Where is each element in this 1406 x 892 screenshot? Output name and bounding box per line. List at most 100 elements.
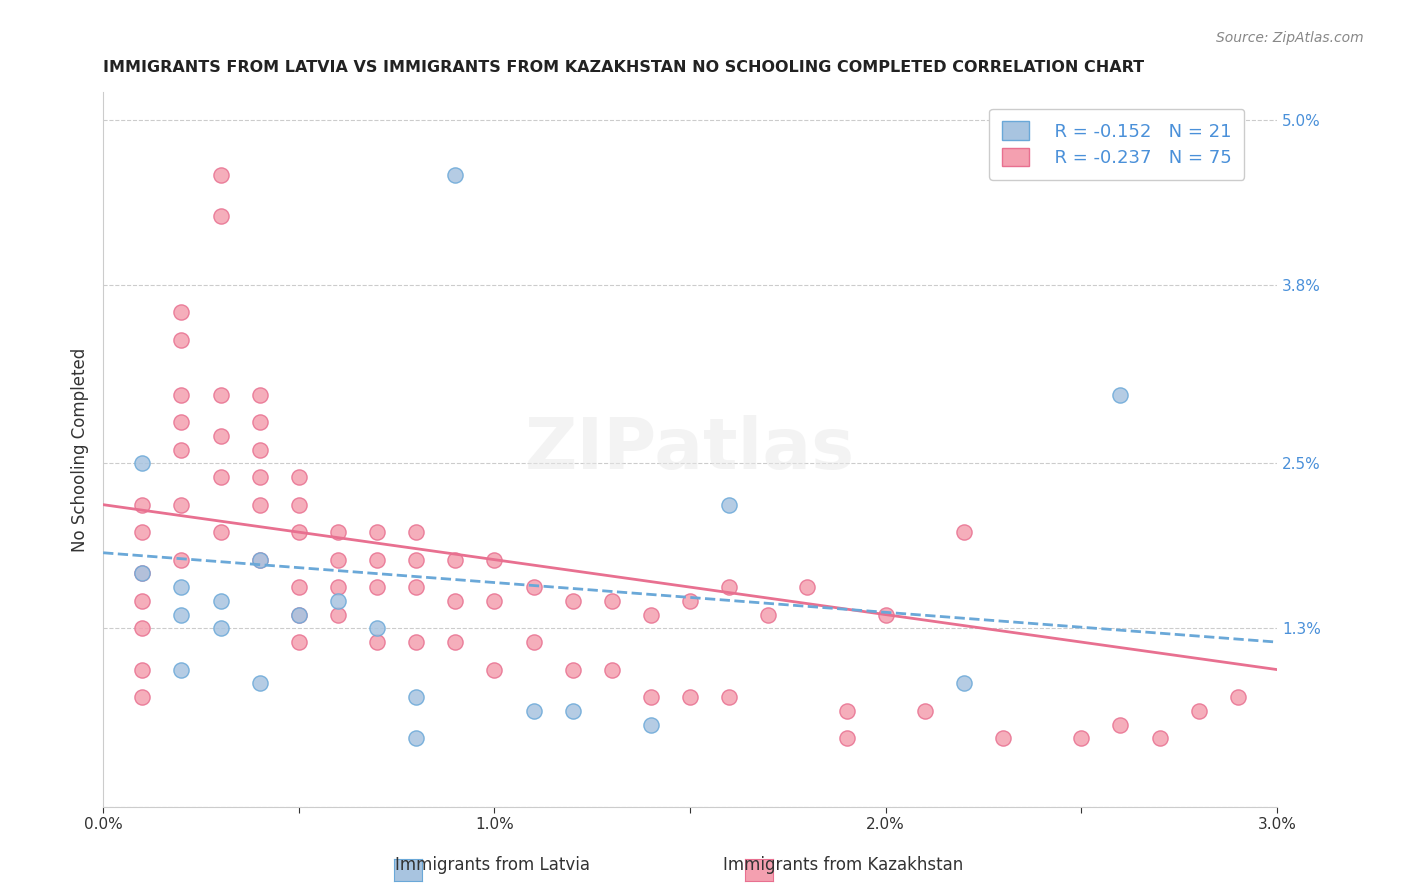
Point [561,704,583,718]
Point [796,580,818,594]
Point [131,690,153,704]
Point [444,594,467,608]
Point [249,470,271,484]
Point [640,690,662,704]
Point [170,442,193,457]
Point [561,594,583,608]
Point [522,704,544,718]
Point [366,621,388,635]
Point [249,498,271,512]
Point [287,607,309,622]
Point [366,635,388,649]
Point [209,388,232,402]
Point [287,470,309,484]
Point [953,525,976,540]
Point [718,690,741,704]
Point [170,388,193,402]
Text: Source: ZipAtlas.com: Source: ZipAtlas.com [1216,31,1364,45]
Point [875,607,897,622]
Point [209,429,232,443]
Point [249,442,271,457]
Point [170,552,193,566]
Point [249,676,271,690]
Point [366,552,388,566]
Point [835,704,858,718]
Text: IMMIGRANTS FROM LATVIA VS IMMIGRANTS FROM KAZAKHSTAN NO SCHOOLING COMPLETED CORR: IMMIGRANTS FROM LATVIA VS IMMIGRANTS FRO… [103,60,1144,75]
Point [131,594,153,608]
Point [444,552,467,566]
Point [131,498,153,512]
Point [287,635,309,649]
Point [1109,717,1132,731]
Point [170,415,193,429]
Point [170,333,193,347]
Point [1109,388,1132,402]
Point [522,580,544,594]
Point [600,594,623,608]
Point [249,552,271,566]
Point [991,731,1014,746]
Point [718,498,741,512]
Text: ZIPatlas: ZIPatlas [524,415,855,484]
Point [835,731,858,746]
Point [1149,731,1171,746]
Point [366,580,388,594]
Point [405,731,427,746]
Point [287,498,309,512]
Point [209,168,232,182]
Point [640,607,662,622]
Point [405,635,427,649]
Point [914,704,936,718]
Point [326,525,349,540]
Point [287,525,309,540]
Point [640,717,662,731]
Point [170,580,193,594]
Point [484,552,506,566]
Point [444,635,467,649]
Point [209,209,232,223]
Point [484,594,506,608]
Point [600,663,623,677]
Point [170,305,193,319]
Point [1226,690,1249,704]
Point [561,663,583,677]
Point [1070,731,1092,746]
Point [131,566,153,581]
Point [405,552,427,566]
Point [170,607,193,622]
Point [249,388,271,402]
Text: Immigrants from Kazakhstan: Immigrants from Kazakhstan [724,856,963,874]
Point [756,607,779,622]
Point [405,525,427,540]
Point [679,594,702,608]
Point [953,676,976,690]
Point [131,621,153,635]
Point [522,635,544,649]
Point [287,607,309,622]
Point [170,663,193,677]
Point [444,168,467,182]
Text: Immigrants from Latvia: Immigrants from Latvia [395,856,589,874]
Point [1188,704,1211,718]
Point [718,580,741,594]
Point [326,552,349,566]
Point [209,525,232,540]
Point [170,498,193,512]
Point [326,607,349,622]
Point [131,566,153,581]
Y-axis label: No Schooling Completed: No Schooling Completed [72,348,89,552]
Point [405,580,427,594]
Legend:   R = -0.152   N = 21,   R = -0.237   N = 75: R = -0.152 N = 21, R = -0.237 N = 75 [988,109,1244,180]
Point [209,594,232,608]
Point [484,663,506,677]
Point [131,457,153,471]
Point [679,690,702,704]
Point [366,525,388,540]
Point [326,580,349,594]
Point [131,663,153,677]
Point [131,525,153,540]
Point [209,621,232,635]
Point [209,470,232,484]
Point [326,594,349,608]
Point [249,415,271,429]
